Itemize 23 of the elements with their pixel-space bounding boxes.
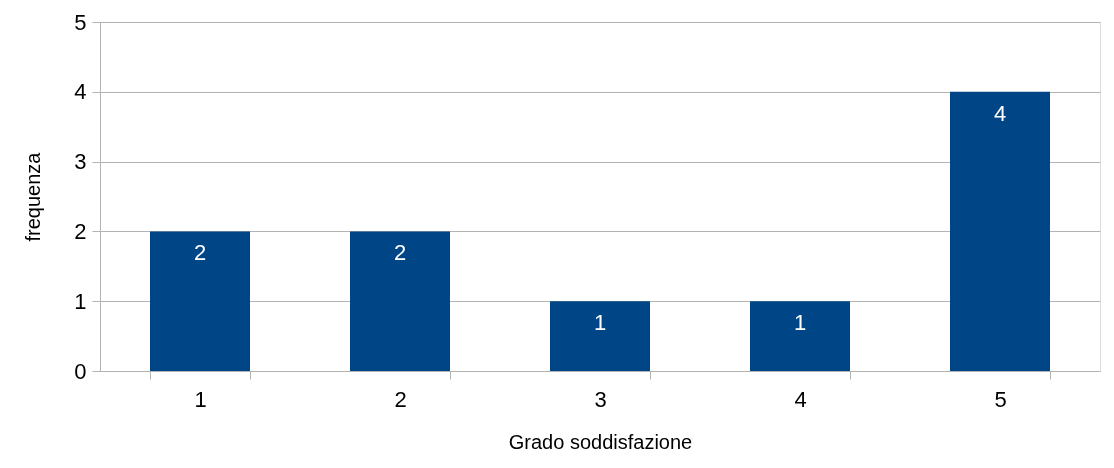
bar (550, 301, 650, 371)
x-tick-label: 3 (594, 386, 607, 412)
x-axis-title: Grado soddisfazione (508, 430, 693, 453)
y-tick-label: 3 (74, 149, 87, 175)
y-tick-label: 5 (74, 9, 87, 35)
x-tick-label: 1 (194, 386, 207, 412)
data-label: 1 (593, 310, 607, 336)
y-tick-label: 1 (74, 288, 87, 314)
data-label: 4 (993, 100, 1007, 126)
bar (150, 231, 250, 371)
y-axis-title: frequenza (22, 151, 45, 242)
bar (350, 231, 450, 371)
bar (750, 301, 850, 371)
bar (950, 91, 1050, 371)
x-tick-label: 2 (394, 386, 407, 412)
data-label: 2 (193, 240, 207, 266)
y-tick-label: 2 (74, 218, 87, 244)
x-tick-label: 5 (994, 386, 1007, 412)
y-tick-label: 4 (74, 79, 87, 105)
data-label: 1 (793, 310, 807, 336)
data-label: 2 (393, 240, 407, 266)
x-tick-label: 4 (794, 386, 807, 412)
y-tick-label: 0 (74, 358, 87, 384)
